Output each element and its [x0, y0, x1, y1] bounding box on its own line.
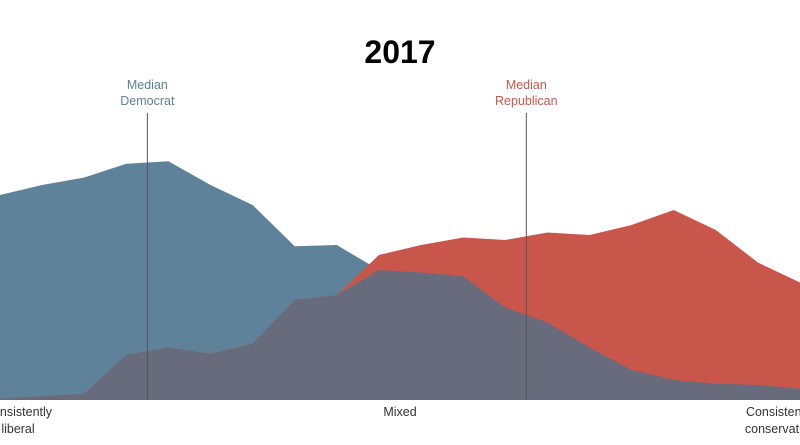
x-axis-label-center: Mixed [383, 405, 416, 419]
x-axis-label-right: Consistently conservative [745, 405, 800, 436]
x-axis-label-left-line: Consistently [0, 405, 53, 419]
areas-layer [0, 161, 800, 400]
x-axis-labels: Consistently liberal Mixed Consistently cons… [0, 405, 800, 436]
medians-layer: Median Democrat Median Republican [120, 78, 558, 400]
chart-title: 2017 [364, 34, 435, 70]
x-axis-label-left: Consistently liberal [0, 405, 53, 436]
area-overlap [0, 270, 800, 400]
median-label-democrat-line: Democrat [120, 94, 175, 108]
x-axis-label-right-line: Consistently [746, 405, 800, 419]
median-label-republican-line: Median [506, 78, 547, 92]
x-axis-label-left-line: liberal [1, 422, 34, 436]
median-label-republican-line: Republican [495, 94, 558, 108]
median-label-republican: Median Republican [495, 78, 558, 108]
median-label-democrat: Median Democrat [120, 78, 175, 108]
x-axis-label-center-line: Mixed [383, 405, 416, 419]
x-axis-label-right-line: conservative [745, 422, 800, 436]
median-label-democrat-line: Median [127, 78, 168, 92]
